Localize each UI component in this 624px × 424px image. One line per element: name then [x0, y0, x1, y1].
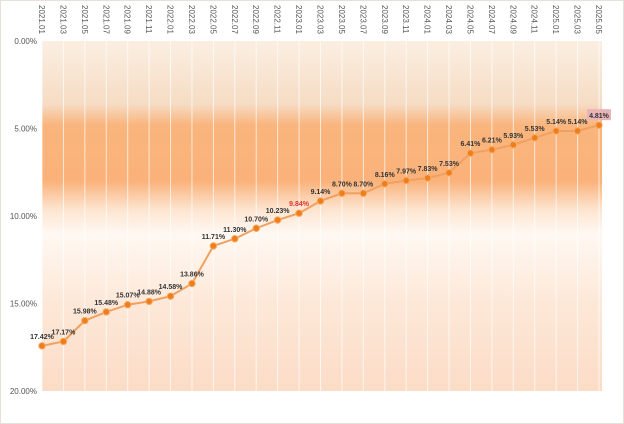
- data-point: [423, 174, 432, 182]
- data-point: [252, 224, 260, 232]
- data-point: [145, 297, 153, 306]
- data-point: [466, 149, 475, 157]
- x-tick-label: 2025.05: [594, 5, 603, 34]
- x-tick-label: 2022.07: [230, 5, 239, 34]
- x-tick-label: 2021.03: [58, 5, 67, 34]
- y-tick-label: 15.00%: [10, 300, 37, 309]
- data-point: [123, 301, 132, 309]
- x-tick-label: 2021.05: [80, 5, 89, 34]
- x-tick-label: 2025.01: [551, 5, 560, 34]
- x-tick-label: 2024.09: [508, 5, 517, 34]
- x-tick-label: 2023.07: [358, 5, 367, 34]
- data-point: [595, 121, 603, 129]
- data-point: [59, 337, 68, 346]
- data-label: 15.98%: [73, 309, 98, 316]
- data-label: 4.81%: [589, 113, 610, 120]
- data-point: [102, 308, 110, 316]
- data-label: 10.23%: [266, 208, 291, 215]
- data-label: 10.70%: [244, 216, 269, 223]
- data-label: 7.53%: [439, 161, 460, 168]
- y-tick-label: 5.00%: [14, 125, 37, 134]
- x-tick-label: 2021.07: [101, 5, 110, 34]
- data-label: 8.70%: [353, 181, 374, 188]
- x-tick-label: 2023.01: [294, 5, 303, 34]
- data-label: 17.42%: [30, 334, 55, 341]
- data-label: 5.93%: [503, 133, 524, 140]
- x-tick-label: 2024.11: [530, 5, 539, 34]
- x-tick-label: 2022.09: [251, 5, 260, 34]
- data-point: [359, 189, 368, 197]
- x-tick-label: 2024.07: [487, 5, 496, 34]
- x-tick-label: 2021.09: [123, 5, 132, 34]
- data-label: 5.14%: [546, 119, 567, 126]
- data-point: [231, 235, 239, 243]
- data-point: [81, 316, 89, 325]
- x-tick-label: 2022.05: [208, 5, 217, 34]
- data-point: [38, 342, 46, 350]
- x-tick-label: 2023.05: [337, 5, 346, 34]
- data-label: 13.86%: [180, 272, 205, 279]
- data-label: 6.41%: [461, 141, 482, 148]
- data-point: [573, 127, 582, 135]
- data-point: [209, 242, 218, 250]
- data-label: 8.16%: [375, 172, 396, 179]
- y-tick-label: 10.00%: [10, 212, 37, 221]
- data-label: 9.14%: [311, 189, 332, 196]
- data-point: [295, 209, 303, 217]
- x-tick-label: 2024.03: [444, 5, 453, 34]
- data-point: [381, 180, 389, 188]
- data-label: 17.17%: [52, 329, 77, 336]
- x-tick-label: 2022.11: [273, 5, 282, 34]
- data-point: [166, 292, 175, 300]
- data-label: 11.30%: [223, 227, 247, 234]
- data-point: [488, 145, 496, 154]
- data-label: 7.83%: [418, 166, 439, 173]
- data-point: [552, 127, 560, 135]
- data-point: [402, 176, 410, 185]
- data-label: 9.84%: [289, 201, 310, 208]
- x-tick-label: 2021.01: [37, 5, 46, 34]
- data-label: 11.71%: [202, 234, 226, 241]
- plot-background: [42, 41, 602, 391]
- data-point: [273, 216, 282, 224]
- x-tick-label: 2025.03: [573, 5, 582, 34]
- y-tick-label: 0.00%: [14, 37, 37, 46]
- data-label: 8.70%: [332, 181, 353, 188]
- data-label: 14.58%: [159, 284, 184, 291]
- x-tick-label: 2024.01: [423, 5, 432, 34]
- data-label: 14.88%: [137, 289, 162, 296]
- data-point: [188, 279, 196, 288]
- x-tick-label: 2022.01: [166, 5, 175, 34]
- data-point: [338, 189, 346, 197]
- y-tick-label: 20.00%: [10, 387, 37, 396]
- x-tick-label: 2023.11: [401, 5, 410, 34]
- x-tick-label: 2023.03: [316, 5, 325, 34]
- x-tick-label: 2021.11: [144, 5, 153, 34]
- x-tick-label: 2023.09: [380, 5, 389, 34]
- data-label: 7.97%: [396, 168, 417, 175]
- data-label: 15.48%: [94, 300, 119, 307]
- data-label: 15.07%: [116, 293, 141, 300]
- data-point: [531, 134, 539, 142]
- label-highlight-box: [587, 109, 611, 121]
- x-tick-label: 2024.05: [465, 5, 474, 34]
- data-point: [509, 141, 518, 149]
- data-point: [445, 169, 453, 177]
- data-point: [316, 197, 325, 205]
- data-label: 5.53%: [525, 126, 546, 133]
- x-tick-label: 2022.03: [187, 5, 196, 34]
- data-label: 6.21%: [482, 138, 503, 145]
- data-label: 5.14%: [568, 119, 589, 126]
